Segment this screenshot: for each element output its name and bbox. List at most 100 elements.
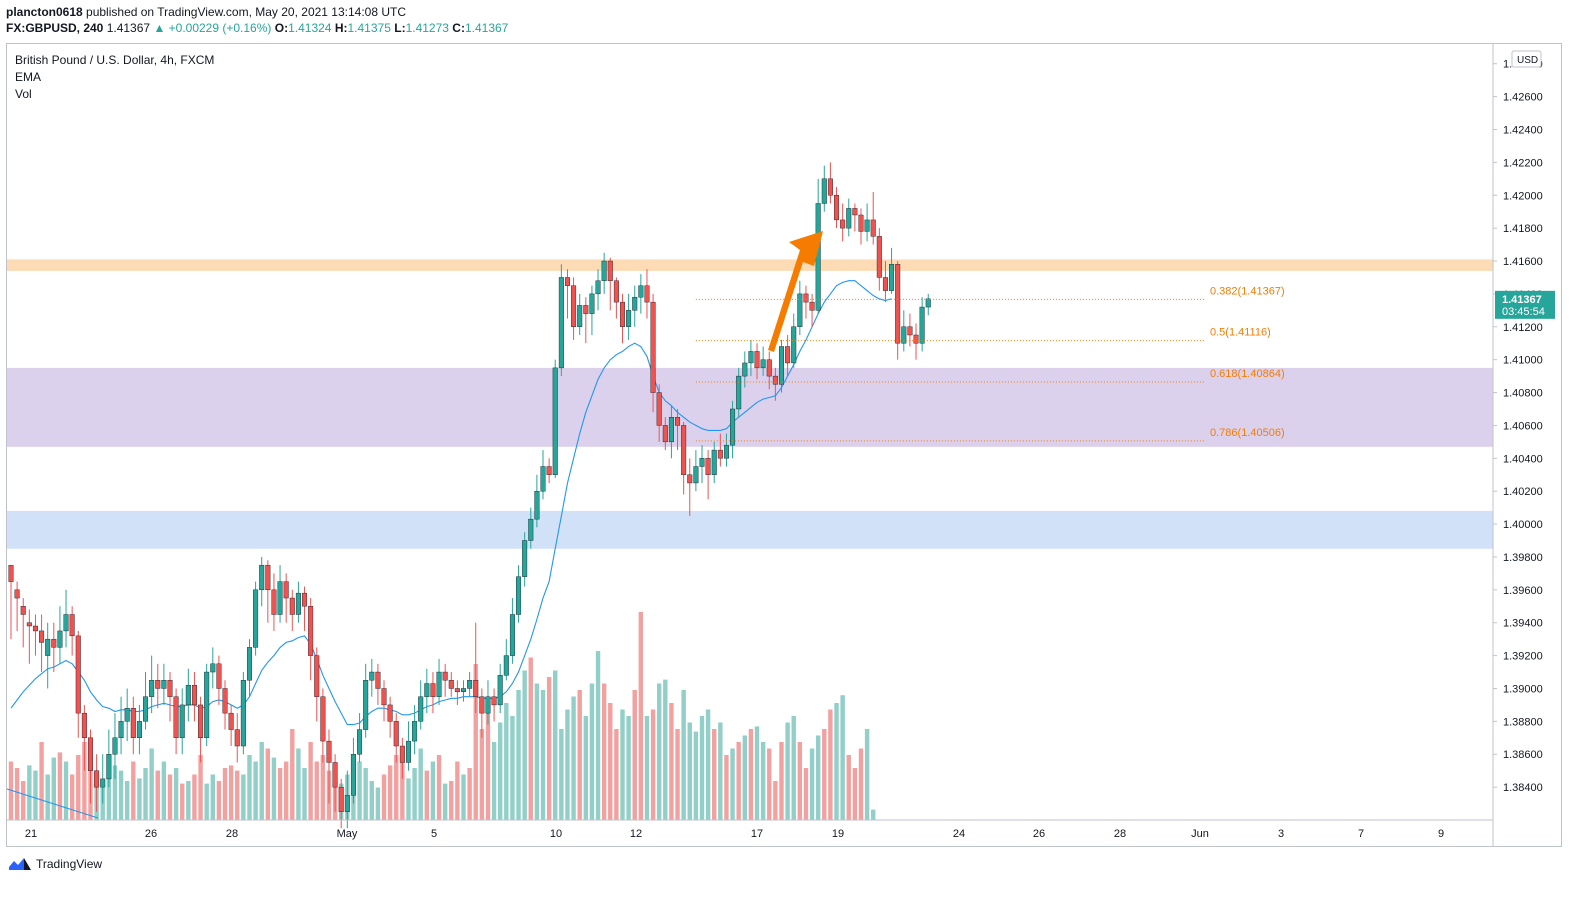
time-axis-label: 10 bbox=[550, 828, 562, 840]
candle-body bbox=[748, 351, 754, 364]
volume-bar bbox=[192, 774, 197, 820]
volume-bar bbox=[259, 742, 264, 820]
candle-body bbox=[785, 346, 791, 364]
candle-body bbox=[344, 795, 350, 812]
volume-bar bbox=[204, 783, 209, 820]
candle-body bbox=[191, 684, 197, 706]
candle-body bbox=[81, 712, 87, 738]
volume-bar bbox=[430, 761, 436, 820]
candle-body bbox=[136, 721, 142, 738]
candle-body bbox=[454, 688, 460, 692]
candle-body bbox=[754, 351, 760, 369]
candle-body bbox=[20, 606, 26, 615]
candle-body bbox=[63, 614, 69, 632]
volume-bar bbox=[82, 742, 87, 820]
candle-body bbox=[626, 310, 632, 327]
footer-brand[interactable]: TradingView bbox=[8, 857, 102, 871]
candle-body bbox=[803, 293, 809, 303]
candle-body bbox=[118, 721, 124, 738]
chart-frame[interactable] bbox=[6, 43, 1562, 847]
price-badge-countdown: 03:45:54 bbox=[1502, 306, 1545, 318]
time-axis-label: 12 bbox=[630, 828, 642, 840]
candle-body bbox=[632, 296, 638, 311]
candle-body bbox=[778, 346, 784, 385]
volume-bar bbox=[663, 679, 668, 820]
candle-body bbox=[907, 326, 913, 336]
ema-legend: EMA bbox=[15, 70, 42, 84]
volume-bar bbox=[803, 768, 809, 820]
candle-body bbox=[650, 301, 656, 393]
candle-body bbox=[595, 280, 601, 295]
candle-body bbox=[75, 635, 81, 714]
volume-bar bbox=[712, 729, 717, 820]
candle-body bbox=[558, 277, 564, 369]
candle-body bbox=[607, 260, 613, 281]
volume-bar bbox=[546, 677, 552, 820]
price-axis-label: 1.39200 bbox=[1503, 651, 1543, 663]
volume-bar bbox=[143, 768, 148, 820]
candle-body bbox=[766, 359, 772, 377]
candle-body bbox=[601, 260, 607, 281]
volume-bar bbox=[822, 729, 827, 820]
volume-bar bbox=[100, 787, 105, 820]
volume-bar bbox=[180, 783, 185, 820]
candle-body bbox=[925, 298, 931, 308]
volume-bar bbox=[748, 729, 754, 820]
candle-body bbox=[326, 740, 332, 763]
volume-bar bbox=[253, 761, 258, 820]
volume-bar bbox=[137, 778, 142, 820]
low-label: L: bbox=[394, 21, 406, 35]
candle-body bbox=[295, 592, 301, 615]
candle-body bbox=[815, 203, 821, 311]
price-axis-label: 1.42400 bbox=[1503, 124, 1543, 136]
candle-body bbox=[289, 597, 295, 615]
candle-body bbox=[448, 680, 454, 689]
chart-legend: British Pound / U.S. Dollar, 4h, FXCM EM… bbox=[15, 52, 214, 103]
candle-body bbox=[216, 663, 222, 689]
volume-bar bbox=[534, 683, 540, 820]
time-axis-label: 24 bbox=[953, 828, 965, 840]
volume-bar bbox=[271, 757, 277, 820]
zone-support bbox=[7, 510, 1493, 549]
fib-level-label: 0.382(1.41367) bbox=[1210, 285, 1285, 297]
volume-bar bbox=[693, 731, 699, 820]
time-axis-label: 21 bbox=[25, 828, 37, 840]
volume-bar bbox=[815, 735, 821, 820]
close-label: C: bbox=[452, 21, 465, 35]
candle-body bbox=[308, 606, 314, 656]
candle-body bbox=[363, 680, 369, 730]
price-axis-label: 1.38400 bbox=[1503, 782, 1543, 794]
candle-body bbox=[668, 417, 674, 443]
volume-bar bbox=[33, 770, 38, 820]
candle-body bbox=[57, 630, 63, 648]
volume-bar bbox=[632, 690, 637, 820]
volume-bar bbox=[675, 729, 680, 820]
volume-bar bbox=[840, 695, 845, 820]
high-label: H: bbox=[334, 21, 348, 35]
ema-line bbox=[10, 280, 892, 726]
volume-bar bbox=[308, 742, 313, 820]
time-axis-label: 17 bbox=[751, 828, 763, 840]
volume-bar bbox=[498, 722, 503, 820]
candle-body bbox=[705, 458, 711, 475]
price-axis-label: 1.42600 bbox=[1503, 92, 1543, 104]
price-axis-label: 1.41000 bbox=[1503, 355, 1543, 367]
volume-bar bbox=[834, 703, 839, 820]
volume-bar bbox=[522, 670, 527, 820]
candle-body bbox=[742, 362, 748, 377]
candle-body bbox=[583, 305, 589, 314]
volume-bar bbox=[418, 748, 423, 820]
candle-body bbox=[185, 684, 191, 706]
fib-level-label: 0.618(1.40864) bbox=[1210, 368, 1285, 380]
volume-bar bbox=[247, 755, 252, 820]
candle-body bbox=[687, 474, 693, 484]
candle-body bbox=[620, 301, 626, 327]
volume-bar bbox=[124, 781, 130, 820]
candle-body bbox=[161, 680, 167, 689]
candle-body bbox=[320, 696, 326, 742]
candle-body bbox=[253, 589, 259, 648]
volume-bar bbox=[210, 774, 215, 820]
volume-bar bbox=[363, 768, 368, 820]
volume-bar bbox=[828, 709, 833, 820]
